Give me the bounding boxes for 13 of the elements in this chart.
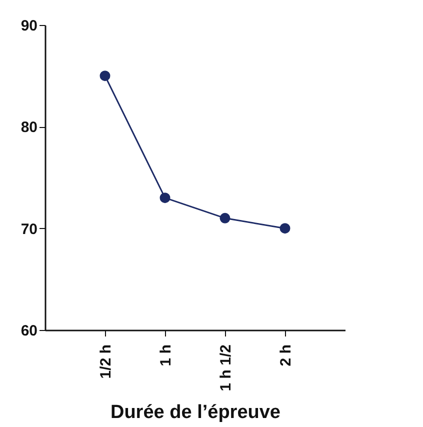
x-tick-label: 1/2 h bbox=[98, 344, 114, 379]
point bbox=[160, 192, 170, 204]
point bbox=[220, 212, 230, 224]
x-axis-title: Durée de l’épreuve bbox=[110, 402, 281, 424]
point bbox=[100, 70, 110, 82]
x-tick-label: 1 h bbox=[158, 344, 174, 366]
y-tick-label: 70 bbox=[20, 220, 38, 238]
x-tick-label: 2 h bbox=[278, 344, 294, 366]
y-tick-label: 90 bbox=[20, 18, 38, 34]
y-tick-label: 80 bbox=[20, 119, 38, 136]
x-tick-label: 1 h 1/2 bbox=[218, 344, 234, 392]
y-tick-label: 60 bbox=[20, 322, 38, 340]
point bbox=[280, 223, 290, 234]
